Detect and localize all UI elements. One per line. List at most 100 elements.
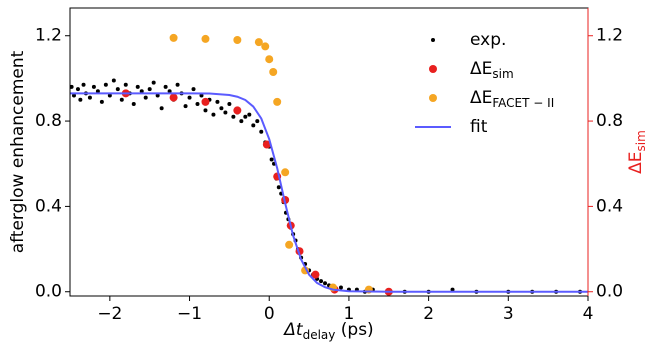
x-label-unit: (ps) xyxy=(335,320,373,340)
data-marker xyxy=(254,38,263,47)
y2-label-sub: sim xyxy=(634,130,648,151)
x-tick-label: −2 xyxy=(97,304,122,324)
data-dot xyxy=(115,87,120,92)
x-label-main: Δt xyxy=(282,320,304,340)
data-dot xyxy=(147,87,152,92)
data-dot xyxy=(259,129,264,134)
data-marker xyxy=(169,33,178,42)
y-tick-label: 0.0 xyxy=(35,282,62,302)
data-dot xyxy=(219,106,224,111)
data-dot xyxy=(107,93,112,98)
data-dot xyxy=(123,82,128,87)
data-dot xyxy=(243,114,248,119)
y-axis-label: afterglow enhancement xyxy=(8,50,28,253)
data-dot xyxy=(203,108,208,113)
legend-label: ΔEFACET − II xyxy=(470,88,554,110)
data-dot xyxy=(119,97,124,102)
data-marker xyxy=(201,97,210,106)
data-dot xyxy=(70,84,74,89)
legend-label: ΔEsim xyxy=(470,59,514,81)
data-dot xyxy=(81,82,86,87)
data-dot xyxy=(155,93,160,98)
data-dot xyxy=(276,185,281,190)
data-marker xyxy=(269,68,278,76)
legend-name: ΔE xyxy=(470,59,492,79)
data-marker xyxy=(169,93,178,102)
y-tick-label: 0.8 xyxy=(35,111,62,131)
data-dot xyxy=(167,89,172,94)
data-dot xyxy=(143,95,148,100)
data-dot xyxy=(255,119,260,124)
legend-label: fit xyxy=(470,117,488,137)
x-label-sub: delay xyxy=(303,328,336,342)
y2-tick-label: 0.0 xyxy=(596,282,623,302)
y2-axis-label: ΔEsim xyxy=(626,130,648,174)
data-dot xyxy=(191,87,196,92)
plot-frame xyxy=(69,7,589,297)
legend-marker xyxy=(429,94,437,102)
data-dot xyxy=(75,87,80,92)
data-dot xyxy=(139,89,144,94)
data-dot xyxy=(91,84,96,89)
data-dot xyxy=(163,84,168,89)
data-marker xyxy=(281,168,290,177)
data-dot xyxy=(227,102,232,106)
data-dot xyxy=(99,99,104,104)
y2-tick-label: 0.4 xyxy=(596,196,623,216)
data-dot xyxy=(71,93,76,98)
data-dot xyxy=(319,279,324,284)
legend-name: ΔE xyxy=(470,88,492,108)
data-marker xyxy=(233,36,242,44)
data-dot xyxy=(111,78,116,83)
data-dot xyxy=(215,99,220,104)
x-tick-label: 3 xyxy=(503,304,514,324)
data-dot xyxy=(251,123,256,128)
data-dot xyxy=(338,285,343,290)
data-dot xyxy=(239,119,244,124)
data-dot xyxy=(78,97,83,102)
data-marker xyxy=(265,55,274,64)
x-tick-label: 4 xyxy=(583,304,594,324)
x-axis-label: Δtdelay (ps) xyxy=(282,320,373,342)
x-tick-label: −1 xyxy=(177,304,202,324)
fit-line xyxy=(70,92,588,293)
plot-area xyxy=(70,33,588,296)
y-tick-label: 1.2 xyxy=(35,26,62,46)
data-dot xyxy=(247,112,252,117)
legend-label: exp. xyxy=(470,30,506,50)
data-dot xyxy=(269,157,274,162)
data-marker xyxy=(273,97,282,106)
y2-label-main: ΔE xyxy=(626,151,646,173)
y-tick-label: 0.4 xyxy=(35,196,62,216)
data-dot xyxy=(95,89,100,94)
data-marker xyxy=(261,42,270,51)
legend-marker xyxy=(429,65,437,73)
data-dot xyxy=(323,281,328,286)
data-dot xyxy=(187,95,192,100)
data-dot xyxy=(151,80,156,85)
legend-name: exp. xyxy=(470,30,506,50)
data-marker xyxy=(285,240,294,249)
data-dot xyxy=(159,106,164,111)
x-tick-label: 0 xyxy=(264,304,275,324)
data-dot xyxy=(211,112,216,117)
data-dot xyxy=(135,84,140,89)
data-dot xyxy=(131,102,136,106)
data-dot xyxy=(450,287,455,292)
data-dot xyxy=(87,95,92,100)
data-dot xyxy=(175,82,180,87)
x-tick-label: 2 xyxy=(423,304,434,324)
data-dot xyxy=(195,102,200,106)
data-dot xyxy=(103,82,108,87)
data-dot xyxy=(223,110,228,115)
y2-tick-label: 0.8 xyxy=(596,111,623,131)
legend-name: fit xyxy=(470,117,488,137)
data-dot xyxy=(183,104,188,109)
legend-name-sub: FACET − II xyxy=(492,96,554,110)
data-marker xyxy=(201,34,210,43)
data-dot xyxy=(231,114,236,119)
legend-name-sub: sim xyxy=(492,67,513,81)
data-marker xyxy=(311,270,320,279)
